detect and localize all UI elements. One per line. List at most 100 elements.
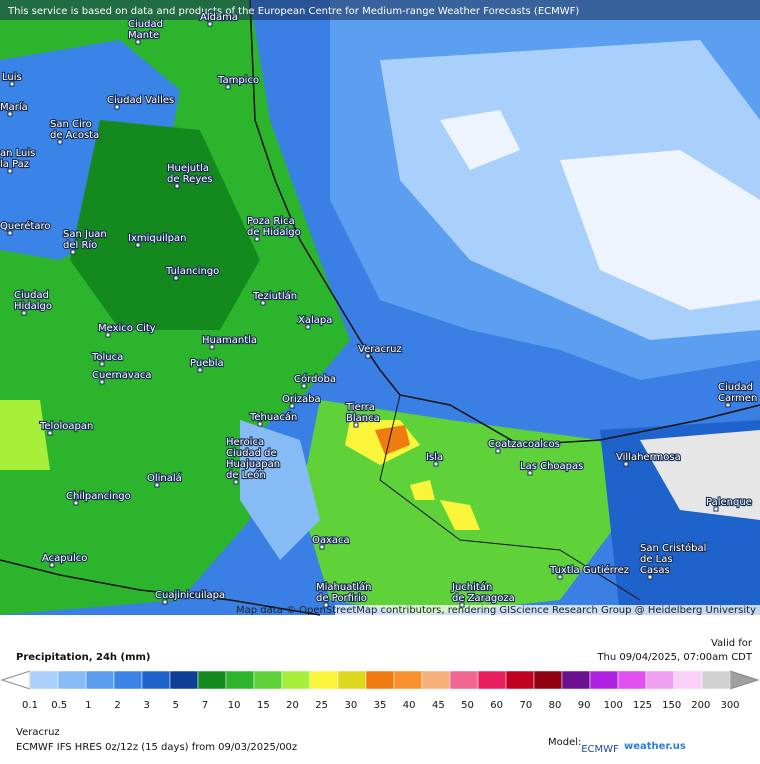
city-label: Carmen bbox=[718, 393, 757, 404]
colorbar-label: 60 bbox=[490, 700, 503, 711]
colorbar-label: 150 bbox=[662, 700, 681, 711]
city-label: Aldama bbox=[200, 12, 238, 23]
colorbar-box bbox=[393, 670, 423, 690]
city-marker bbox=[557, 574, 563, 580]
city-marker bbox=[7, 111, 13, 117]
city-label: Orizaba bbox=[282, 394, 321, 405]
city-marker bbox=[319, 544, 325, 550]
colorbar-box bbox=[85, 670, 115, 690]
city-label: Tierra bbox=[345, 402, 375, 413]
city-marker bbox=[154, 482, 160, 488]
colorbar-label: 7 bbox=[202, 700, 208, 711]
region: Veracruz bbox=[16, 727, 60, 738]
colorbar-label: 3 bbox=[143, 700, 149, 711]
city-label: San Ciro bbox=[50, 119, 92, 130]
city-marker bbox=[459, 602, 465, 608]
colorbar-label: 30 bbox=[344, 700, 357, 711]
city-label: Poza Rica bbox=[247, 216, 295, 227]
city-marker bbox=[207, 21, 213, 27]
colorbar-label: 90 bbox=[578, 700, 591, 711]
city-label: del Río bbox=[63, 239, 97, 251]
colorbar-label: 20 bbox=[286, 700, 299, 711]
city-marker bbox=[49, 562, 55, 568]
city-marker bbox=[647, 574, 653, 580]
city-marker bbox=[257, 421, 263, 427]
colorbar-box bbox=[365, 670, 395, 690]
colorbar-box bbox=[589, 670, 619, 690]
city-marker bbox=[135, 39, 141, 45]
colorbar-label: 1 bbox=[85, 700, 91, 711]
city-label: Córdoba bbox=[294, 373, 336, 385]
colorbar-label: 2 bbox=[114, 700, 120, 711]
city-label: de Reyes bbox=[167, 174, 213, 185]
colorbar-box bbox=[253, 670, 283, 690]
city-marker bbox=[99, 361, 105, 367]
model-logo: ECMWF bbox=[581, 744, 619, 755]
banner: This service is based on data and produc… bbox=[7, 6, 579, 17]
colorbar-box bbox=[561, 670, 591, 690]
colorbar-box bbox=[281, 670, 311, 690]
city-label: Cuajinicuilapa bbox=[155, 590, 225, 601]
city-label: Heroica bbox=[226, 437, 264, 448]
map: This service is based on data and produc… bbox=[0, 0, 760, 616]
city-label: Mante bbox=[128, 30, 159, 41]
city-label: Olinalá bbox=[147, 472, 182, 484]
attribution: Map data © OpenStreetMap contributors, r… bbox=[236, 605, 756, 616]
colorbar-label: 25 bbox=[315, 700, 328, 711]
city-label: Ixmiquilpan bbox=[128, 233, 186, 244]
city-label: Cuernavaca bbox=[92, 370, 152, 381]
city-marker bbox=[7, 168, 13, 174]
city-marker bbox=[260, 300, 266, 306]
city-label: Juchitán bbox=[451, 581, 492, 593]
city-marker bbox=[7, 230, 13, 236]
colorbar-box bbox=[337, 670, 367, 690]
colorbar-label: 70 bbox=[519, 700, 532, 711]
colorbar-label: 200 bbox=[691, 700, 710, 711]
city-label: de Porfirio bbox=[316, 593, 367, 604]
city-label: San Juan bbox=[63, 229, 107, 240]
city-label: Hidalgo bbox=[14, 301, 52, 312]
city-marker bbox=[9, 81, 15, 87]
colorbar-label: 125 bbox=[633, 700, 652, 711]
title: Precipitation, 24h (mm) bbox=[16, 652, 151, 663]
city-label: Puebla bbox=[190, 358, 224, 369]
colorbar-box bbox=[57, 670, 87, 690]
colorbar-box bbox=[309, 670, 339, 690]
colorbar-label: 45 bbox=[432, 700, 445, 711]
city-marker bbox=[162, 599, 168, 605]
city-label: Veracruz bbox=[358, 344, 402, 355]
model-run: ECMWF IFS HRES 0z/12z (15 days) from 09/… bbox=[16, 742, 297, 753]
city-label: Isla bbox=[426, 452, 443, 463]
city-label: Miahuatlán bbox=[316, 581, 372, 593]
city-label: la Paz bbox=[0, 159, 29, 170]
colorbar-box bbox=[617, 670, 647, 690]
city-label: an Luis bbox=[0, 148, 35, 159]
city-label: Mexico City bbox=[98, 323, 156, 334]
city-label: Ciudad bbox=[128, 19, 163, 30]
city-label: de Zaragoza bbox=[452, 593, 515, 604]
city-label: Las Choapas bbox=[520, 461, 583, 472]
colorbar-label: 35 bbox=[374, 700, 387, 711]
city-marker bbox=[114, 104, 120, 110]
city-marker bbox=[173, 275, 179, 281]
colorbar-box bbox=[645, 670, 675, 690]
colorbar-box bbox=[505, 670, 535, 690]
city-label: Chilpancingo bbox=[66, 491, 131, 502]
colorbar-box bbox=[421, 670, 451, 690]
footer: Precipitation, 24h (mm) Valid for Thu 09… bbox=[0, 638, 760, 755]
city-label: Teloloapan bbox=[39, 421, 93, 432]
colorbar-label: 10 bbox=[228, 700, 241, 711]
colorbar-box bbox=[197, 670, 227, 690]
colorbar-label: 15 bbox=[257, 700, 270, 711]
city-label: Palenque bbox=[706, 497, 752, 508]
city-label: de Acosta bbox=[50, 130, 99, 141]
colorbar-box bbox=[113, 670, 143, 690]
city-label: Luis bbox=[2, 72, 22, 83]
city-marker bbox=[21, 310, 27, 316]
city-marker bbox=[433, 461, 439, 467]
city-marker bbox=[73, 500, 79, 506]
city-label: San Cristóbal bbox=[640, 542, 706, 554]
city-label: Coatzacoalcos bbox=[488, 439, 560, 450]
city-marker bbox=[323, 602, 329, 608]
